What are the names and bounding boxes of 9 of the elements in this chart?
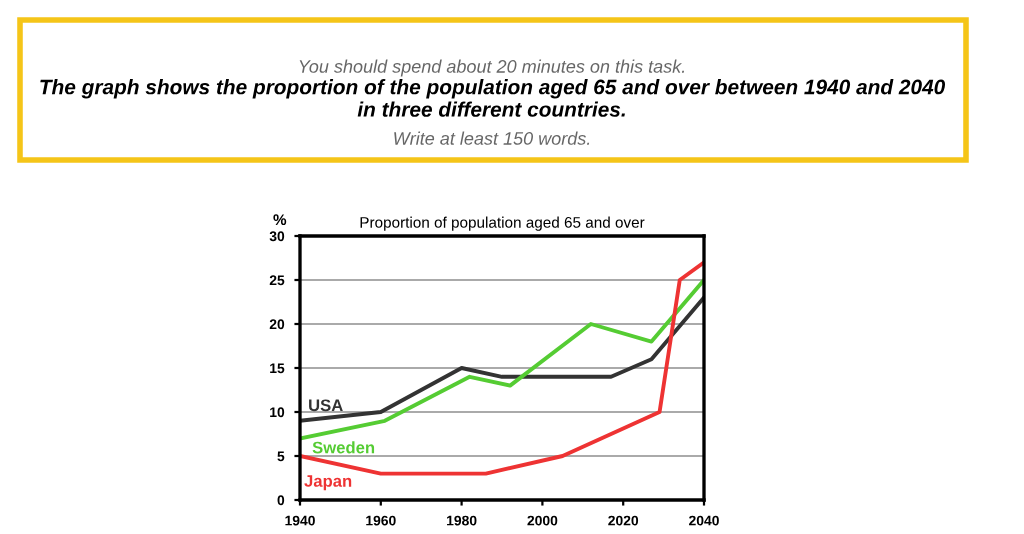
- line-series: [300, 295, 704, 423]
- text: Write at least 150 words.: [394, 131, 590, 145]
- series-label: Japan: [304, 475, 352, 491]
- series-label: Sweden: [312, 441, 375, 454]
- line-series: [300, 278, 704, 441]
- text: The graph shows the proportion of the population aged 65 and over between 1940 and 2040 in three different countries.: [40, 79, 946, 117]
- line-series: [300, 260, 704, 476]
- text: You should spend about 20 minutes on this task.: [299, 59, 685, 77]
- series-label: USA: [309, 399, 343, 412]
